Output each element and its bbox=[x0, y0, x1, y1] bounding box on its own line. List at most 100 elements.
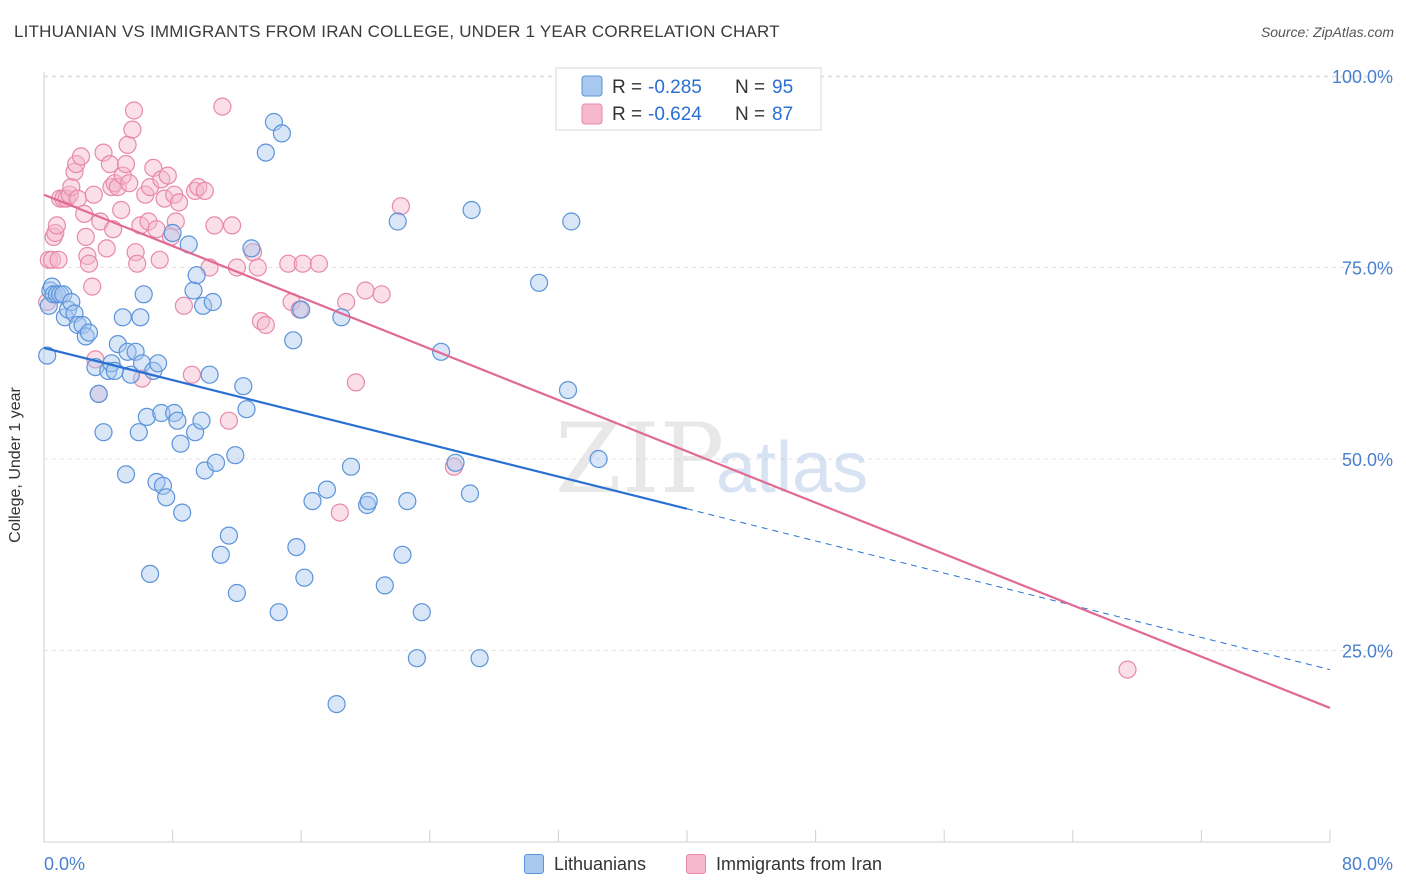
iran-point-50 bbox=[155, 189, 174, 208]
gridlines bbox=[44, 75, 1393, 651]
trend-lines bbox=[43, 193, 1331, 709]
lithuanian-point-57 bbox=[226, 446, 245, 465]
lithuanian-point-39 bbox=[157, 488, 176, 507]
y-tick-label-25: 25.0% bbox=[1342, 642, 1393, 662]
lithuanian-point-24 bbox=[116, 465, 136, 484]
legend-item-iran[interactable]: Immigrants from Iran bbox=[686, 851, 882, 877]
lithuanian-point-49 bbox=[192, 411, 211, 430]
y-tick-label-50: 50.0% bbox=[1342, 450, 1393, 470]
iran-point-70 bbox=[256, 315, 275, 335]
iran-point-77 bbox=[337, 292, 356, 312]
lithuanian-point-91 bbox=[589, 449, 608, 469]
legend-n-label-2: N = bbox=[735, 104, 765, 125]
iran-point-14 bbox=[68, 189, 87, 208]
iran-point-6 bbox=[49, 250, 68, 269]
iran-point-79 bbox=[356, 281, 375, 300]
iran-point-33 bbox=[113, 166, 132, 185]
iran-point-60 bbox=[195, 181, 214, 200]
lithuanian-point-53 bbox=[203, 292, 222, 312]
iran-point-65 bbox=[223, 216, 242, 235]
iran-point-5 bbox=[47, 216, 67, 235]
legend-n-value-1: 95 bbox=[772, 77, 793, 98]
lithuanian-point-0 bbox=[38, 346, 57, 365]
lithuanian-point-74 bbox=[341, 457, 361, 476]
lithuanian-point-58 bbox=[227, 583, 246, 603]
iran-point-48 bbox=[150, 250, 169, 269]
lithuanian-point-54 bbox=[206, 453, 226, 472]
lithuanian-point-72 bbox=[327, 694, 346, 714]
lithuanian-point-89 bbox=[558, 381, 578, 400]
series-lithuanians-points bbox=[38, 112, 608, 714]
legend-n-label-1: N = bbox=[735, 77, 765, 98]
iran-point-18 bbox=[78, 246, 97, 266]
iran-point-71 bbox=[279, 254, 298, 273]
watermark-zip: ZIP bbox=[555, 403, 724, 515]
x-tick-labels: 0.0% 80.0% bbox=[44, 854, 1393, 874]
legend-r-value-2: -0.624 bbox=[648, 104, 702, 125]
lithuanian-point-42 bbox=[168, 411, 187, 430]
iran-point-78 bbox=[346, 373, 365, 392]
iran-point-20 bbox=[83, 277, 102, 296]
y-axis-label: College, Under 1 year bbox=[7, 387, 24, 543]
iran-point-76 bbox=[330, 503, 349, 522]
lithuanian-point-37 bbox=[152, 403, 171, 423]
lithuanian-point-48 bbox=[187, 266, 206, 285]
lithuanian-point-82 bbox=[412, 603, 431, 622]
lithuanian-point-32 bbox=[137, 407, 156, 426]
lithuanian-point-22 bbox=[108, 335, 128, 354]
lithuanian-point-52 bbox=[200, 365, 219, 384]
lithuanian-point-46 bbox=[184, 281, 203, 300]
lithuanian-point-13 bbox=[73, 315, 92, 335]
legend-swatch-pink bbox=[581, 103, 603, 125]
iran-point-35 bbox=[118, 135, 137, 154]
watermark-atlas: atlas bbox=[716, 428, 868, 508]
iran-point-57 bbox=[182, 365, 201, 384]
lithuanian-point-28 bbox=[129, 423, 148, 442]
iran-point-19 bbox=[79, 254, 99, 273]
legend-label-lithuanians: Lithuanians bbox=[553, 853, 647, 874]
iran-point-64 bbox=[219, 411, 238, 430]
iran-point-75 bbox=[309, 254, 328, 273]
iran-point-2 bbox=[42, 250, 62, 269]
legend-swatch-blue bbox=[581, 75, 603, 97]
lithuanian-point-47 bbox=[186, 423, 205, 442]
iran-point-31 bbox=[108, 178, 128, 197]
legend-label-iran: Immigrants from Iran bbox=[716, 853, 883, 874]
iran-point-54 bbox=[166, 212, 185, 231]
lithuanian-point-70 bbox=[303, 492, 322, 511]
iran-point-34 bbox=[116, 155, 136, 174]
legend-item-lithuanians[interactable]: Lithuanians bbox=[523, 851, 647, 877]
iran-point-62 bbox=[205, 216, 224, 235]
lithuanian-point-88 bbox=[529, 273, 549, 292]
x-tick-label-min: 0.0% bbox=[44, 854, 85, 874]
lithuanian-point-85 bbox=[460, 484, 480, 503]
lithuanian-point-61 bbox=[242, 239, 261, 258]
iran-point-81 bbox=[391, 197, 410, 216]
legend-r-label-2: R = bbox=[612, 104, 642, 125]
iran-point-27 bbox=[100, 155, 120, 174]
lithuanian-point-84 bbox=[446, 453, 465, 472]
lithuanian-point-80 bbox=[398, 492, 417, 511]
lithuanian-point-66 bbox=[287, 537, 306, 557]
lithuanian-point-38 bbox=[153, 476, 173, 495]
lithuanian-point-86 bbox=[462, 200, 481, 220]
lithuanian-point-62 bbox=[256, 143, 275, 162]
iran-point-80 bbox=[372, 285, 391, 304]
lithuanian-point-64 bbox=[272, 124, 291, 143]
lithuanian-point-36 bbox=[149, 354, 168, 373]
legend-swatch-iran bbox=[686, 854, 707, 874]
lithuanian-point-50 bbox=[194, 296, 213, 315]
lithuanian-point-44 bbox=[173, 503, 192, 522]
legend-n-value-2: 87 bbox=[772, 104, 793, 125]
iran-point-74 bbox=[293, 254, 312, 273]
iran-point-11 bbox=[62, 178, 81, 197]
iran-point-32 bbox=[112, 200, 131, 220]
legend-r-label-1: R = bbox=[612, 77, 642, 98]
iran-point-51 bbox=[158, 166, 177, 185]
lithuanian-point-17 bbox=[89, 384, 108, 403]
legend-swatch-lithuanians bbox=[523, 854, 544, 874]
lithuanian-point-68 bbox=[292, 300, 311, 319]
iran-point-63 bbox=[213, 97, 232, 116]
trend-line-lithuanians bbox=[43, 346, 688, 510]
legend-r-value-1: -0.285 bbox=[648, 77, 702, 98]
